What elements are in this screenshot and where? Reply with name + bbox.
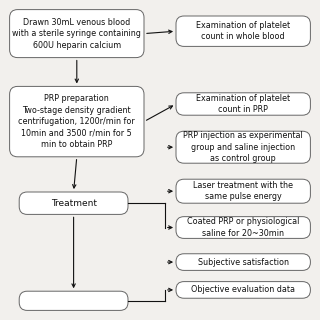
Text: PRP injection as experimental
group and saline injection
as control group: PRP injection as experimental group and … (183, 131, 303, 163)
FancyBboxPatch shape (176, 179, 310, 203)
Text: Examination of platelet
count in whole blood: Examination of platelet count in whole b… (196, 21, 290, 41)
Text: Treatment: Treatment (51, 199, 97, 208)
Text: PRP preparation
Two-stage density gradient
centrifugation, 1200r/min for
10min a: PRP preparation Two-stage density gradie… (19, 94, 135, 149)
FancyBboxPatch shape (176, 217, 310, 238)
Text: Coated PRP or physiological
saline for 20~30min: Coated PRP or physiological saline for 2… (187, 217, 300, 238)
FancyBboxPatch shape (176, 131, 310, 163)
FancyBboxPatch shape (19, 291, 128, 310)
FancyBboxPatch shape (10, 10, 144, 58)
FancyBboxPatch shape (10, 86, 144, 157)
Text: Drawn 30mL venous blood
with a sterile syringe containing
600U heparin calcium: Drawn 30mL venous blood with a sterile s… (12, 18, 141, 50)
Text: Examination of platelet
count in PRP: Examination of platelet count in PRP (196, 94, 290, 114)
FancyBboxPatch shape (176, 93, 310, 115)
FancyBboxPatch shape (176, 16, 310, 46)
FancyBboxPatch shape (176, 282, 310, 298)
FancyBboxPatch shape (176, 254, 310, 270)
FancyBboxPatch shape (19, 192, 128, 214)
Text: Subjective satisfaction: Subjective satisfaction (198, 258, 289, 267)
Text: Laser treatment with the
same pulse energy: Laser treatment with the same pulse ener… (193, 181, 293, 201)
Text: Objective evaluation data: Objective evaluation data (191, 285, 295, 294)
